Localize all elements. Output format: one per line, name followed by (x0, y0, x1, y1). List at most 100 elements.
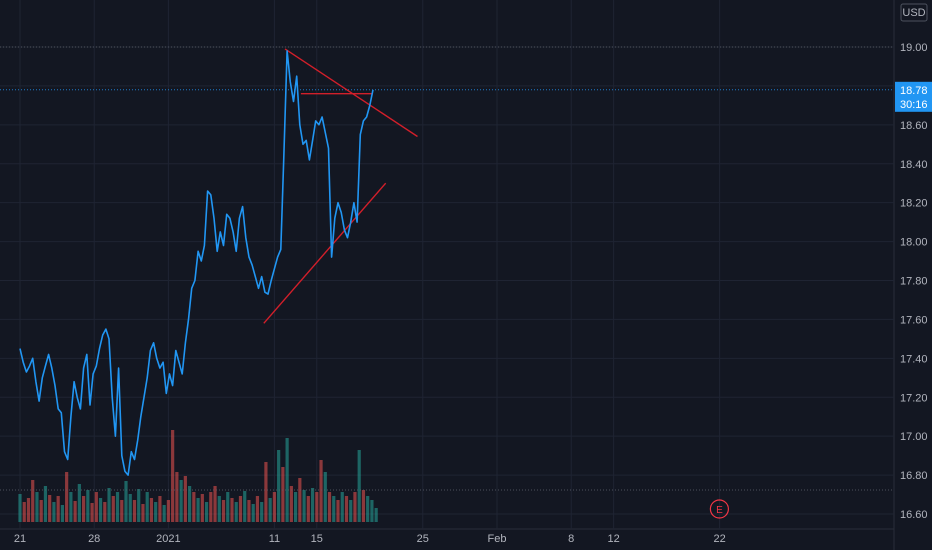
volume-bar (221, 500, 226, 522)
volume-bar (298, 478, 302, 522)
volume-bar (31, 480, 35, 522)
volume-bar (69, 492, 73, 522)
volume-bar (132, 500, 137, 522)
currency-label: USD (902, 7, 925, 19)
grid (0, 0, 895, 550)
volume-bar (60, 505, 64, 522)
earnings-marker[interactable] (709, 499, 730, 519)
time-axis[interactable]: 21 28 2021 11 15 25 Feb 8 12 22 (14, 533, 726, 545)
volume-bar (175, 472, 179, 522)
y-tick-label: 18.60 (900, 120, 928, 132)
volume-bar (306, 496, 310, 522)
volume-bar (323, 472, 327, 522)
x-tick-label: Feb (488, 533, 507, 545)
volume-bar (22, 502, 26, 522)
y-tick-label: 19.00 (900, 42, 928, 54)
volume-bar (251, 504, 255, 522)
volume-bar (349, 500, 353, 522)
volume-bar (366, 496, 370, 522)
trendline[interactable] (284, 48, 418, 138)
volume-bar (188, 486, 192, 522)
volume-bar (332, 496, 336, 522)
trendline[interactable] (263, 182, 387, 324)
volume-bar (52, 502, 56, 522)
x-tick-label: 15 (311, 533, 323, 545)
volume-bar (268, 498, 272, 522)
volume-bar (77, 484, 81, 522)
x-tick-label: 25 (417, 533, 429, 545)
volume-bar (260, 502, 264, 522)
volume-bar (35, 492, 39, 522)
volume-bar (73, 501, 77, 522)
volume-bar (196, 498, 200, 522)
volume-bar (82, 496, 86, 522)
volume-bar (26, 498, 31, 522)
volume-bar (209, 492, 213, 522)
x-tick-label: 12 (607, 533, 619, 545)
volume-bar (243, 491, 247, 522)
volume-bar (277, 450, 281, 522)
y-tick-label: 17.80 (900, 276, 928, 288)
volume-bar (289, 486, 293, 522)
volume-bar (213, 486, 217, 522)
y-tick-label: 17.00 (900, 431, 928, 443)
y-tick-label: 18.40 (900, 159, 928, 171)
dotted-guides (0, 46, 894, 491)
volume-bar (162, 505, 166, 522)
last-price-badge (895, 81, 932, 112)
volume-bar (43, 486, 48, 522)
volume-bar (204, 502, 209, 522)
volume-bar (310, 488, 315, 522)
x-tick-label: 21 (14, 533, 26, 545)
volume-bar (319, 460, 323, 522)
volume-bar (154, 502, 158, 522)
volume-bar (370, 500, 374, 522)
price-badges: USD 18.78 30:16 E (709, 3, 932, 519)
volume-bar (86, 490, 90, 522)
volume-bar (255, 496, 260, 522)
volume-bar (230, 498, 234, 522)
volume-bar (200, 494, 204, 522)
y-tick-label: 16.60 (900, 509, 928, 521)
volume-bar (39, 500, 43, 522)
volume-bar (98, 498, 103, 522)
volume-bar (374, 508, 378, 522)
volume-bar (344, 496, 349, 522)
trendlines[interactable] (263, 48, 418, 324)
volume-bar (247, 500, 251, 522)
price-line (19, 50, 374, 476)
volume-bars (18, 430, 378, 522)
volume-bar (340, 492, 344, 522)
volume-bar (18, 494, 22, 522)
volume-bar (281, 467, 285, 522)
x-tick-label: 28 (88, 533, 100, 545)
volume-bar (272, 492, 276, 522)
y-tick-label: 18.20 (900, 198, 928, 210)
x-tick-label: 2021 (156, 533, 180, 545)
volume-bar (285, 438, 289, 522)
volume-bar (294, 492, 298, 522)
volume-bar (226, 492, 230, 522)
volume-bar (141, 504, 145, 522)
volume-bar (145, 492, 149, 522)
price-axis[interactable]: 19.0018.8018.6018.4018.2018.0017.8017.60… (900, 3, 928, 521)
volume-bar (192, 492, 196, 522)
volume-bar (94, 492, 98, 522)
volume-bar (353, 492, 357, 522)
y-tick-label: 18.00 (900, 237, 928, 249)
volume-bar (336, 500, 340, 522)
volume-bar (327, 492, 332, 522)
y-tick-label: 17.20 (900, 392, 928, 404)
volume-bar (48, 495, 52, 522)
y-tick-label: 17.60 (900, 314, 928, 326)
volume-bar (357, 450, 361, 522)
volume-bar (315, 492, 319, 522)
x-tick-label: 8 (568, 533, 574, 545)
volume-bar (179, 480, 183, 522)
currency-box[interactable] (900, 3, 928, 22)
volume-bar (124, 481, 128, 522)
volume-bar (65, 472, 69, 522)
volume-bar (90, 503, 94, 522)
